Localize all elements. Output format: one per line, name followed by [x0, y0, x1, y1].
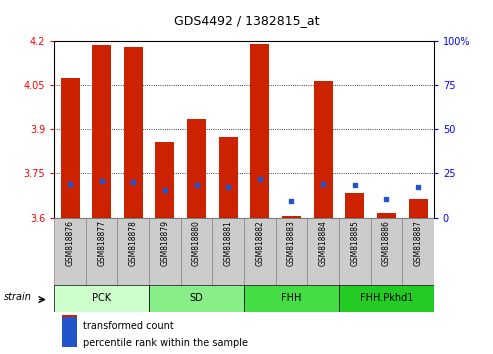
Bar: [244, 285, 339, 312]
Text: GSM818882: GSM818882: [255, 221, 264, 266]
Bar: [250, 44, 269, 218]
Bar: [62, 316, 77, 347]
Bar: [187, 119, 206, 218]
Bar: [371, 218, 402, 285]
Bar: [282, 216, 301, 218]
Bar: [377, 213, 396, 218]
Text: GSM818886: GSM818886: [382, 221, 391, 266]
Text: GSM818885: GSM818885: [350, 221, 359, 266]
Text: FHH: FHH: [282, 293, 302, 303]
Bar: [124, 47, 143, 218]
Text: strain: strain: [4, 292, 32, 302]
Bar: [62, 299, 77, 330]
Bar: [276, 218, 307, 285]
Bar: [212, 218, 244, 285]
Bar: [345, 193, 364, 218]
Bar: [54, 218, 86, 285]
Text: transformed count: transformed count: [83, 321, 174, 331]
Bar: [61, 78, 79, 218]
Text: GSM818883: GSM818883: [287, 221, 296, 266]
Text: GSM818878: GSM818878: [129, 221, 138, 266]
Bar: [307, 218, 339, 285]
Text: GSM818877: GSM818877: [97, 221, 106, 267]
Bar: [409, 199, 427, 218]
Text: GSM818884: GSM818884: [318, 221, 328, 266]
Bar: [149, 285, 244, 312]
Text: GDS4492 / 1382815_at: GDS4492 / 1382815_at: [174, 13, 319, 27]
Text: GSM818879: GSM818879: [160, 221, 170, 267]
Bar: [54, 285, 149, 312]
Text: GSM818887: GSM818887: [414, 221, 423, 266]
Text: GSM818876: GSM818876: [66, 221, 74, 267]
Bar: [402, 218, 434, 285]
Bar: [244, 218, 276, 285]
Bar: [155, 143, 175, 218]
Bar: [117, 218, 149, 285]
Bar: [181, 218, 212, 285]
Text: FHH.Pkhd1: FHH.Pkhd1: [360, 293, 413, 303]
Bar: [92, 45, 111, 218]
Text: GSM818880: GSM818880: [192, 221, 201, 266]
Bar: [149, 218, 181, 285]
Text: percentile rank within the sample: percentile rank within the sample: [83, 338, 247, 348]
Bar: [339, 285, 434, 312]
Text: PCK: PCK: [92, 293, 111, 303]
Bar: [314, 81, 333, 218]
Bar: [86, 218, 117, 285]
Bar: [339, 218, 371, 285]
Text: GSM818881: GSM818881: [224, 221, 233, 266]
Bar: [219, 137, 238, 218]
Text: SD: SD: [190, 293, 204, 303]
